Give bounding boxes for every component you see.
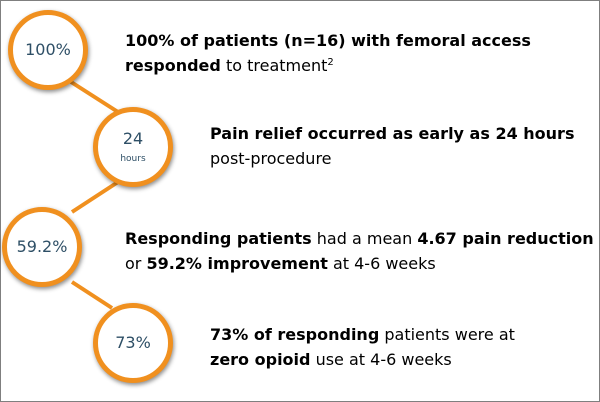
step-text-2: Pain relief occurred as early as 24 hour…	[210, 121, 574, 171]
step-text-segment: had a mean	[311, 229, 418, 248]
step-text-segment: Responding patients	[125, 229, 312, 248]
step-text-segment: to treatment	[220, 56, 328, 75]
step-value-4: 73%	[115, 333, 151, 352]
step-text-segment: responded	[125, 56, 221, 75]
step-circle-3: 59.2%	[2, 207, 82, 287]
connector-1-2	[66, 78, 120, 114]
step-value-1: 100%	[25, 40, 71, 59]
step-text-segment: at 4-6 weeks	[327, 254, 436, 273]
step-text-segment: 73% of responding	[210, 325, 380, 344]
step-text-segment: or	[125, 254, 147, 273]
step-text-segment: zero opioid	[210, 350, 311, 369]
step-text-segment: Pain relief occurred as early as 24 hour…	[210, 124, 575, 143]
step-text-segment: use at 4-6 weeks	[310, 350, 452, 369]
step-circle-4: 73%	[93, 303, 173, 383]
step-unit-2: hours	[120, 153, 146, 164]
step-text-line: or 59.2% improvement at 4-6 weeks	[125, 251, 594, 276]
step-text-line: 100% of patients (n=16) with femoral acc…	[125, 28, 531, 53]
step-text-line: post-procedure	[210, 146, 574, 171]
step-text-segment: post-procedure	[210, 149, 332, 168]
step-text-1: 100% of patients (n=16) with femoral acc…	[125, 28, 531, 78]
step-text-line: responded to treatment2	[125, 53, 531, 78]
step-text-segment: 4.67 pain reduction	[417, 229, 594, 248]
connector-3-4	[70, 280, 114, 310]
step-text-4: 73% of responding patients were at zero o…	[210, 322, 515, 372]
step-text-line: 73% of responding patients were at	[210, 322, 515, 347]
step-text-line: Responding patients had a mean 4.67 pain…	[125, 226, 594, 251]
step-circle-2: 24 hours	[93, 107, 173, 187]
step-text-line: zero opioid use at 4-6 weeks	[210, 347, 515, 372]
step-text-segment: patients were at	[379, 325, 515, 344]
step-circle-1: 100%	[8, 10, 88, 90]
step-text-3: Responding patients had a mean 4.67 pain…	[125, 226, 594, 276]
step-value-2: 24	[122, 128, 144, 148]
step-text-segment: 59.2% improvement	[146, 254, 328, 273]
step-text-line: Pain relief occurred as early as 24 hour…	[210, 121, 574, 146]
step-value-3: 59.2%	[16, 237, 68, 256]
step-text-segment: 100% of patients (n=16) with femoral acc…	[125, 31, 531, 50]
footnote-marker: 2	[327, 57, 334, 68]
connector-2-3	[70, 180, 120, 214]
